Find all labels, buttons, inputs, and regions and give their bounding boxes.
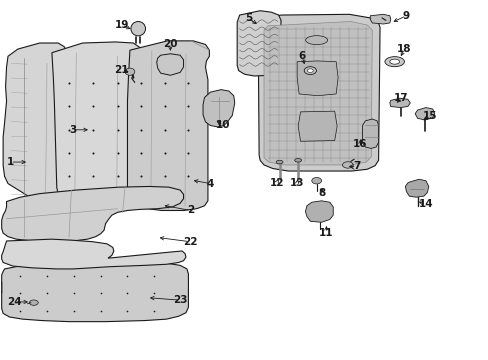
Text: 10: 10 [215,121,230,130]
Ellipse shape [342,162,352,168]
Polygon shape [127,41,209,211]
Polygon shape [1,239,185,269]
Ellipse shape [276,160,283,164]
Polygon shape [362,119,378,148]
Text: 12: 12 [269,178,284,188]
Text: 14: 14 [418,199,432,210]
Text: 17: 17 [393,93,408,103]
Polygon shape [157,54,183,75]
Polygon shape [203,90,234,127]
Polygon shape [389,98,409,108]
Text: 5: 5 [244,13,251,23]
Text: 8: 8 [317,188,325,198]
Polygon shape [298,111,336,141]
Ellipse shape [311,177,321,184]
Polygon shape [264,22,371,165]
Text: 16: 16 [352,139,367,149]
Polygon shape [297,61,337,96]
Ellipse shape [305,36,327,45]
Text: 9: 9 [402,11,409,21]
Text: 3: 3 [69,125,76,135]
Polygon shape [237,11,281,76]
Polygon shape [3,43,68,204]
Text: 1: 1 [7,157,14,167]
Text: 4: 4 [206,179,214,189]
Ellipse shape [131,22,145,36]
Text: 20: 20 [163,40,177,49]
Polygon shape [258,14,379,171]
Text: 2: 2 [187,206,194,216]
Text: 15: 15 [422,111,436,121]
Ellipse shape [307,69,313,72]
Ellipse shape [294,158,301,162]
Circle shape [125,68,135,75]
Ellipse shape [389,59,399,64]
Text: 18: 18 [396,44,411,54]
Text: 23: 23 [173,295,187,305]
Text: 22: 22 [182,237,197,247]
Text: 19: 19 [114,20,128,30]
Text: 11: 11 [319,228,333,238]
Ellipse shape [29,300,38,305]
Ellipse shape [304,67,316,75]
Text: 24: 24 [7,297,21,307]
Polygon shape [405,179,428,197]
Polygon shape [1,186,183,242]
Text: 21: 21 [114,64,129,75]
Text: 7: 7 [352,161,360,171]
Polygon shape [52,42,143,207]
Polygon shape [1,262,188,321]
Polygon shape [414,108,434,120]
Polygon shape [369,14,390,24]
Text: 13: 13 [289,178,304,188]
Polygon shape [0,282,1,293]
Text: 6: 6 [298,51,305,61]
Ellipse shape [384,57,404,67]
Polygon shape [305,201,332,222]
